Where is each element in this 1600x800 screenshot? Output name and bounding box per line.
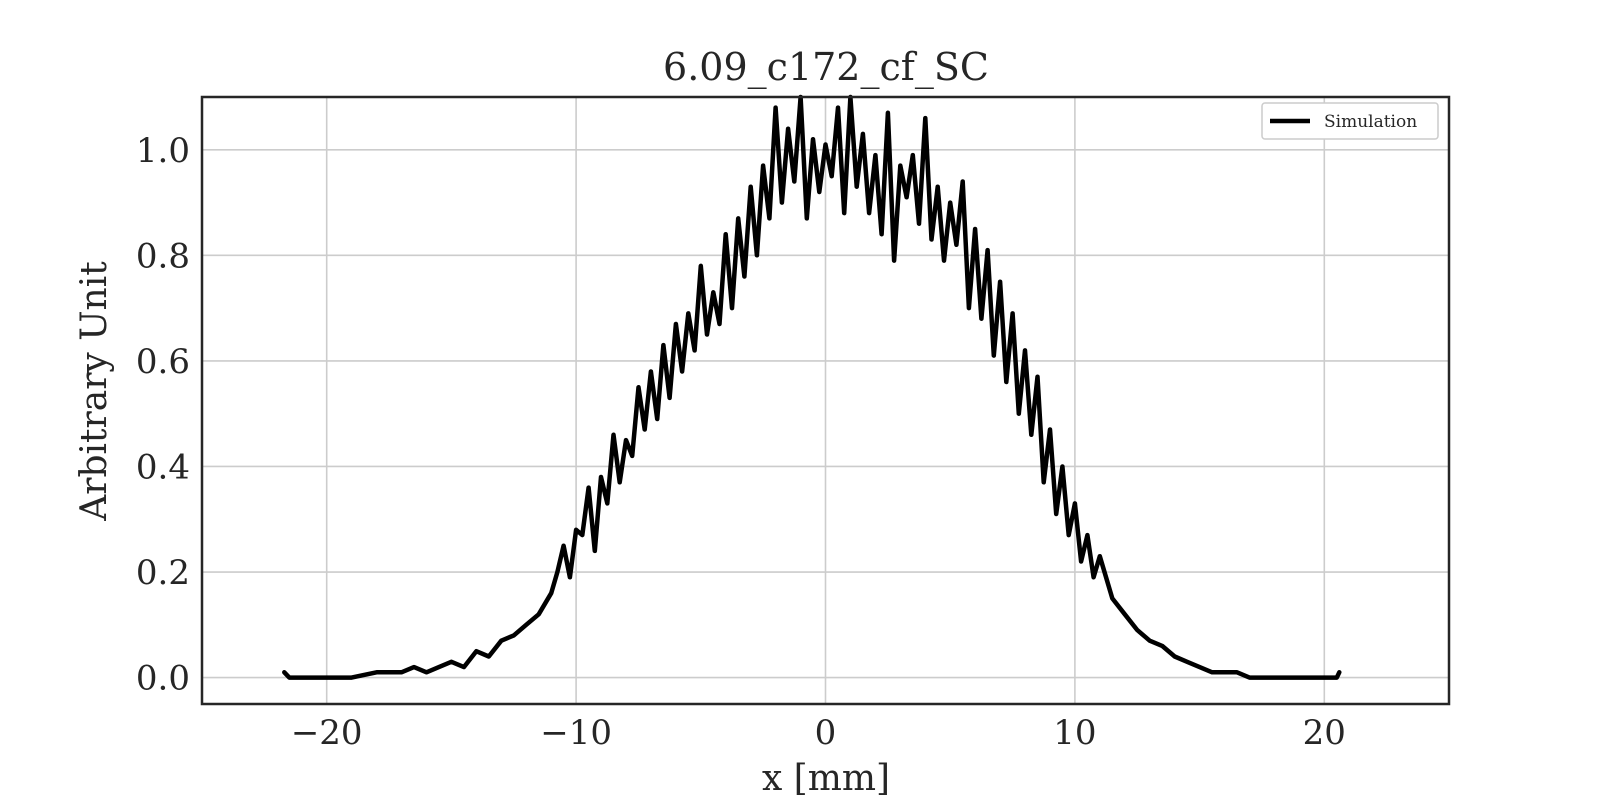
- y-tick-label: 1.0: [136, 131, 190, 171]
- plot-frame: [200, 95, 1451, 706]
- legend: Simulation: [1261, 102, 1439, 140]
- series-layer: [282, 94, 1342, 680]
- legend-box: [1261, 102, 1439, 140]
- y-tick-label: 0.2: [136, 553, 190, 593]
- x-tick-label: 20: [1303, 713, 1346, 753]
- y-tick-label: 0.4: [136, 447, 190, 487]
- x-tick-label: −20: [291, 713, 363, 753]
- x-tick-label: 10: [1053, 713, 1096, 753]
- y-tick-label: 0.8: [136, 236, 190, 276]
- y-tick-label: 0.6: [136, 342, 190, 382]
- chart-title: 6.09_c172_cf_SC: [663, 45, 989, 90]
- ticks: −20 −10 0 10 20 0.0 0.2 0.4 0.6 0.8 1.0: [136, 131, 1346, 753]
- x-tick-label: 0: [815, 713, 837, 753]
- y-axis-title: Arbitrary Unit: [74, 261, 115, 522]
- x-axis-title: x [mm]: [762, 758, 890, 799]
- series-line-simulation: [282, 94, 1342, 680]
- x-tick-label: −10: [540, 713, 612, 753]
- legend-label-simulation: Simulation: [1324, 112, 1417, 132]
- y-tick-label: 0.0: [136, 659, 190, 699]
